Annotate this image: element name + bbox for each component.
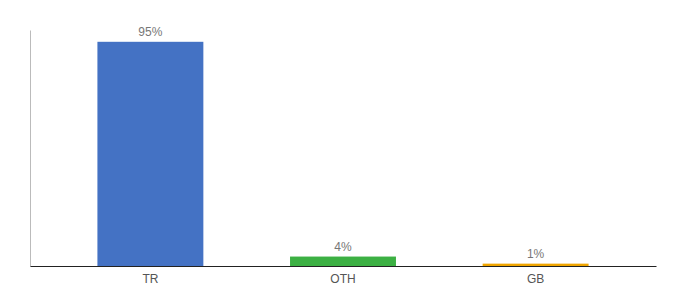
x-tick: TR [142, 272, 158, 286]
data-labels: 95% 4% 1% [138, 25, 544, 261]
data-label: 1% [527, 247, 545, 261]
x-axis-line [31, 266, 657, 267]
plot: 95% 4% 1% TR OTH GB [31, 25, 657, 286]
data-label: 95% [138, 25, 162, 39]
x-tick-label: OTH [330, 272, 355, 286]
chart: 95% 4% 1% TR OTH GB [0, 0, 680, 300]
x-axis: TR OTH GB [31, 267, 657, 286]
x-tick-label: TR [142, 272, 158, 286]
y-axis [30, 31, 31, 267]
y-axis-line [30, 31, 31, 267]
bar [290, 257, 396, 266]
data-label: 4% [334, 240, 352, 254]
bars [97, 42, 588, 266]
x-tick: GB [527, 272, 544, 286]
bar [483, 264, 589, 266]
bar [97, 42, 203, 266]
x-tick: OTH [330, 272, 355, 286]
x-tick-label: GB [527, 272, 544, 286]
